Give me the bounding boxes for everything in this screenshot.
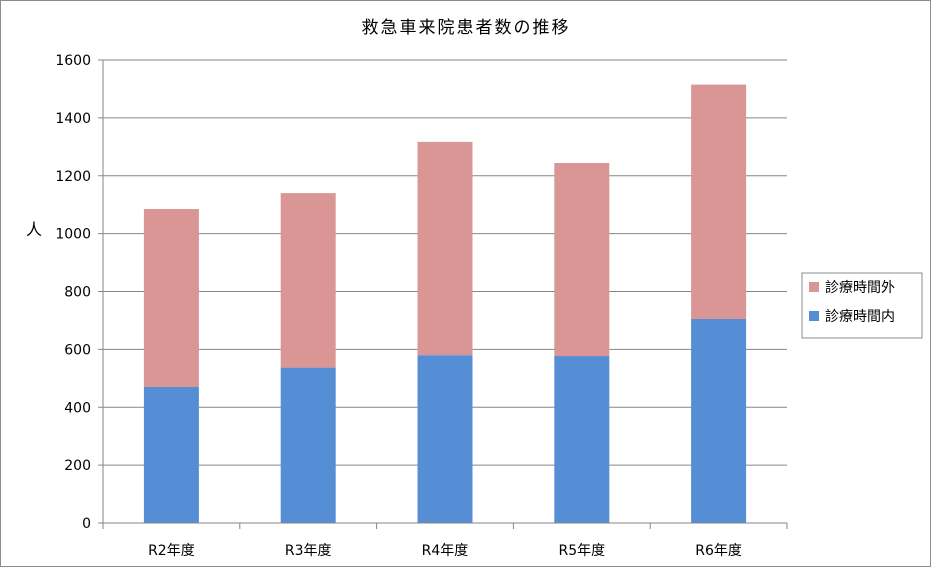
bar-in-hours: [554, 356, 610, 523]
chart-title: 救急車来院患者数の推移: [362, 18, 571, 38]
bar-after-hours: [143, 209, 199, 387]
y-tick-label: 1400: [55, 111, 91, 127]
y-tick-label: 1600: [55, 53, 91, 69]
axes: [102, 60, 788, 529]
y-tick-label: 600: [64, 342, 91, 358]
y-tick-label: 1000: [55, 227, 91, 243]
y-tick-label: 800: [64, 285, 91, 301]
bar-in-hours: [143, 386, 199, 523]
bar-after-hours: [691, 84, 747, 319]
x-category-label: R3年度: [285, 543, 332, 559]
legend-label: 診療時間外: [825, 279, 895, 296]
bars: [143, 84, 747, 523]
y-tick-label: 400: [64, 400, 91, 416]
legend-label: 診療時間内: [825, 308, 895, 325]
y-tick-label: 0: [82, 516, 91, 532]
x-category-label: R4年度: [422, 543, 469, 559]
legend-box: [801, 272, 923, 339]
legend-swatch: [809, 282, 819, 292]
y-tick-label: 1200: [55, 169, 91, 185]
bar-in-hours: [417, 355, 473, 523]
category-labels: R2年度 R3年度 R4年度 R5年度 R6年度: [148, 543, 742, 559]
x-category-label: R5年度: [558, 543, 605, 559]
bar-in-hours: [280, 367, 336, 523]
y-tick-label: 200: [64, 458, 91, 474]
bar-after-hours: [554, 163, 610, 357]
bar-after-hours: [280, 193, 336, 368]
x-category-label: R2年度: [148, 543, 195, 559]
legend-swatch: [809, 311, 819, 321]
bar-in-hours: [691, 318, 747, 523]
tick-labels: 0 200 400 600 800 1000 1200 1400 1600: [55, 53, 91, 532]
y-axis-label: 人: [26, 220, 42, 239]
x-category-label: R6年度: [695, 543, 742, 559]
bar-after-hours: [417, 141, 473, 356]
